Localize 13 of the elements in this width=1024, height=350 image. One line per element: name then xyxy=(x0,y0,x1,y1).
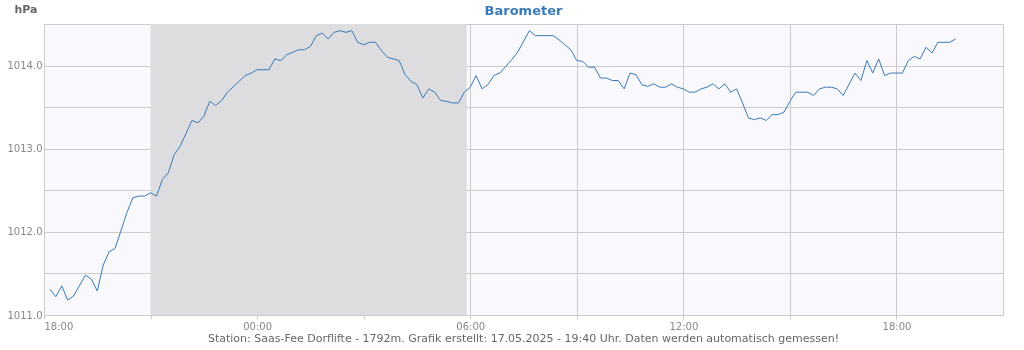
chart-title: Barometer xyxy=(484,3,563,18)
x-tick-label: 12:00 xyxy=(669,320,699,332)
x-tick-label: 18:00 xyxy=(44,320,74,332)
y-axis-title: hPa xyxy=(14,2,38,16)
x-tick-label: 18:00 xyxy=(882,320,912,332)
x-tick-label: 06:00 xyxy=(456,320,486,332)
y-tick-label: 1013.0 xyxy=(7,143,43,155)
line-series xyxy=(49,30,957,301)
y-tick-label: 1014.0 xyxy=(7,60,43,72)
y-tick-label: 1012.0 xyxy=(7,226,43,238)
x-tick-label: 00:00 xyxy=(243,320,273,332)
text: Station: Saas-Fee Dorflifte - 1792m. Grafik erstellt: 17.05.2025 - 19:40 Uhr. Daten werden automatisch gemessen! xyxy=(207,332,840,345)
y-tick-label: 1011.0 xyxy=(7,309,43,321)
